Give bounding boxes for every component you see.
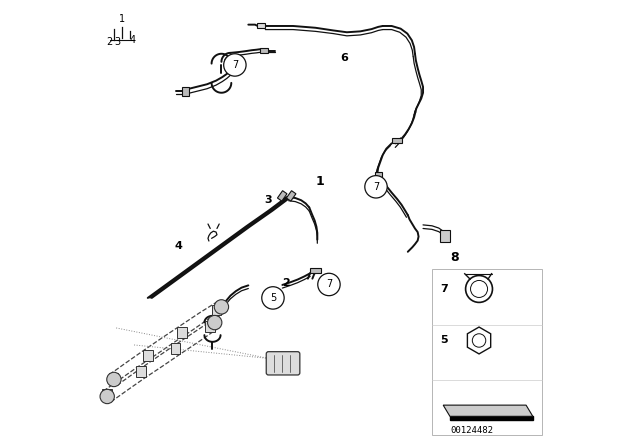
Text: 7: 7	[326, 280, 332, 289]
Text: 2: 2	[106, 37, 113, 47]
Circle shape	[107, 372, 121, 387]
Text: 1: 1	[316, 175, 324, 188]
Circle shape	[318, 273, 340, 296]
Bar	[136, 366, 146, 377]
Text: 3: 3	[265, 195, 272, 205]
Bar	[392, 138, 401, 143]
Bar	[109, 373, 118, 383]
Circle shape	[100, 389, 115, 404]
Circle shape	[224, 54, 246, 76]
Bar	[374, 172, 382, 178]
Bar	[260, 48, 268, 53]
Text: 1: 1	[119, 14, 125, 24]
Bar	[177, 327, 187, 338]
FancyBboxPatch shape	[266, 352, 300, 375]
Text: 7: 7	[373, 182, 379, 192]
Text: 5: 5	[270, 293, 276, 303]
Text: 00124482: 00124482	[451, 426, 494, 435]
Bar	[102, 389, 112, 400]
Bar	[182, 87, 189, 96]
Circle shape	[214, 300, 228, 314]
Bar	[310, 268, 321, 273]
Bar	[205, 321, 215, 332]
Text: 4: 4	[174, 241, 182, 251]
Text: 3: 3	[114, 37, 120, 47]
Bar	[287, 191, 296, 201]
Text: 4: 4	[129, 35, 135, 45]
Bar	[278, 191, 287, 201]
Bar	[212, 305, 221, 315]
Circle shape	[365, 176, 387, 198]
Text: 8: 8	[450, 251, 459, 264]
Bar	[432, 269, 541, 435]
Text: 7: 7	[440, 284, 448, 294]
Bar	[143, 350, 153, 361]
Text: 6: 6	[340, 53, 349, 63]
Polygon shape	[443, 405, 533, 416]
Circle shape	[207, 315, 222, 330]
Circle shape	[262, 287, 284, 309]
Text: 2: 2	[282, 278, 291, 288]
Text: 7: 7	[232, 60, 238, 70]
Bar	[440, 230, 450, 242]
Bar	[170, 344, 180, 354]
Polygon shape	[450, 416, 533, 420]
Text: 5: 5	[440, 336, 448, 345]
Bar	[257, 23, 266, 28]
